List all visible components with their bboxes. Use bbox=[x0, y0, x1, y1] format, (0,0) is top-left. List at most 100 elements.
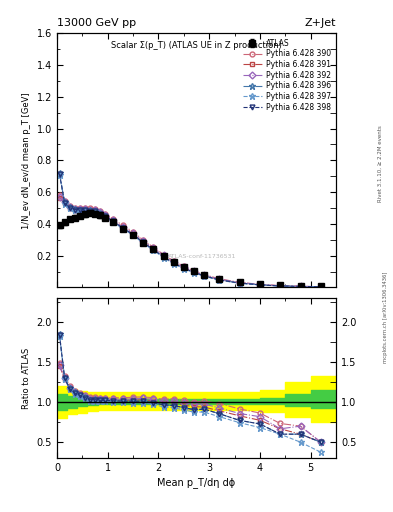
Pythia 6.428 390 bbox=[77, 205, 82, 211]
Pythia 6.428 396 bbox=[192, 269, 196, 275]
Pythia 6.428 397 bbox=[67, 205, 72, 211]
Pythia 6.428 398 bbox=[257, 282, 262, 288]
Pythia 6.428 397 bbox=[110, 219, 115, 225]
Pythia 6.428 397 bbox=[171, 261, 176, 267]
Pythia 6.428 396 bbox=[151, 246, 156, 252]
Pythia 6.428 392 bbox=[83, 206, 87, 212]
Text: mcplots.cern.ch [arXiv:1306.3436]: mcplots.cern.ch [arXiv:1306.3436] bbox=[384, 272, 388, 363]
Pythia 6.428 390 bbox=[202, 271, 206, 278]
Pythia 6.428 398 bbox=[298, 283, 303, 289]
Pythia 6.428 397 bbox=[318, 284, 323, 290]
Pythia 6.428 390 bbox=[103, 211, 108, 217]
Y-axis label: 1/N_ev dN_ev/d mean p_T [GeV]: 1/N_ev dN_ev/d mean p_T [GeV] bbox=[22, 92, 31, 229]
Pythia 6.428 391 bbox=[141, 239, 145, 245]
Text: Rivet 3.1.10, ≥ 2.2M events: Rivet 3.1.10, ≥ 2.2M events bbox=[378, 125, 383, 202]
Pythia 6.428 396 bbox=[98, 210, 103, 217]
Pythia 6.428 397 bbox=[72, 207, 77, 214]
Pythia 6.428 390 bbox=[67, 203, 72, 209]
Pythia 6.428 391 bbox=[192, 269, 196, 275]
Pythia 6.428 391 bbox=[131, 230, 136, 237]
Pythia 6.428 391 bbox=[151, 246, 156, 252]
Pythia 6.428 398 bbox=[161, 253, 166, 260]
Pythia 6.428 390 bbox=[182, 263, 186, 269]
Pythia 6.428 398 bbox=[278, 283, 283, 289]
Pythia 6.428 390 bbox=[83, 205, 87, 211]
Pythia 6.428 397 bbox=[217, 277, 222, 283]
Pythia 6.428 390 bbox=[121, 222, 125, 228]
Pythia 6.428 397 bbox=[57, 172, 62, 178]
Pythia 6.428 391 bbox=[93, 208, 97, 214]
Pythia 6.428 390 bbox=[141, 237, 145, 243]
X-axis label: Mean p_T/dη dϕ: Mean p_T/dη dϕ bbox=[157, 477, 236, 488]
Pythia 6.428 392 bbox=[161, 252, 166, 259]
Pythia 6.428 392 bbox=[88, 206, 92, 212]
Line: Pythia 6.428 391: Pythia 6.428 391 bbox=[57, 195, 323, 289]
Pythia 6.428 398 bbox=[217, 277, 222, 283]
Pythia 6.428 392 bbox=[237, 280, 242, 286]
Line: Pythia 6.428 396: Pythia 6.428 396 bbox=[56, 169, 324, 290]
Pythia 6.428 396 bbox=[202, 273, 206, 279]
Text: Scalar Σ(p_T) (ATLAS UE in Z production): Scalar Σ(p_T) (ATLAS UE in Z production) bbox=[111, 41, 282, 50]
Pythia 6.428 391 bbox=[83, 207, 87, 213]
Text: ATLAS-conf-11736531: ATLAS-conf-11736531 bbox=[168, 254, 236, 260]
Pythia 6.428 391 bbox=[298, 283, 303, 289]
Line: Pythia 6.428 397: Pythia 6.428 397 bbox=[56, 171, 324, 290]
Pythia 6.428 391 bbox=[62, 200, 67, 206]
Pythia 6.428 391 bbox=[88, 207, 92, 214]
Pythia 6.428 392 bbox=[278, 283, 283, 289]
Pythia 6.428 397 bbox=[182, 266, 186, 272]
Pythia 6.428 397 bbox=[257, 282, 262, 288]
Pythia 6.428 398 bbox=[192, 269, 196, 275]
Pythia 6.428 390 bbox=[98, 208, 103, 214]
Pythia 6.428 396 bbox=[103, 213, 108, 219]
Pythia 6.428 398 bbox=[237, 280, 242, 286]
Pythia 6.428 398 bbox=[98, 210, 103, 217]
Pythia 6.428 398 bbox=[93, 208, 97, 215]
Pythia 6.428 390 bbox=[171, 258, 176, 264]
Pythia 6.428 392 bbox=[141, 238, 145, 244]
Pythia 6.428 397 bbox=[77, 207, 82, 214]
Pythia 6.428 391 bbox=[237, 280, 242, 286]
Line: Pythia 6.428 398: Pythia 6.428 398 bbox=[57, 172, 323, 289]
Pythia 6.428 396 bbox=[67, 204, 72, 210]
Pythia 6.428 396 bbox=[121, 225, 125, 231]
Text: Z+Jet: Z+Jet bbox=[305, 18, 336, 28]
Pythia 6.428 392 bbox=[257, 282, 262, 288]
Line: Pythia 6.428 390: Pythia 6.428 390 bbox=[57, 193, 323, 289]
Pythia 6.428 397 bbox=[121, 226, 125, 232]
Pythia 6.428 396 bbox=[77, 206, 82, 212]
Legend: ATLAS, Pythia 6.428 390, Pythia 6.428 391, Pythia 6.428 392, Pythia 6.428 396, P: ATLAS, Pythia 6.428 390, Pythia 6.428 39… bbox=[241, 37, 332, 113]
Pythia 6.428 397 bbox=[98, 211, 103, 218]
Pythia 6.428 396 bbox=[237, 280, 242, 286]
Pythia 6.428 392 bbox=[217, 276, 222, 282]
Pythia 6.428 392 bbox=[192, 268, 196, 274]
Pythia 6.428 392 bbox=[57, 194, 62, 200]
Pythia 6.428 392 bbox=[131, 230, 136, 236]
Pythia 6.428 398 bbox=[182, 265, 186, 271]
Pythia 6.428 397 bbox=[103, 214, 108, 220]
Pythia 6.428 392 bbox=[98, 209, 103, 216]
Pythia 6.428 396 bbox=[131, 231, 136, 238]
Pythia 6.428 391 bbox=[171, 259, 176, 265]
Pythia 6.428 391 bbox=[77, 207, 82, 213]
Pythia 6.428 391 bbox=[202, 272, 206, 279]
Pythia 6.428 390 bbox=[72, 205, 77, 211]
Pythia 6.428 391 bbox=[67, 205, 72, 211]
Pythia 6.428 390 bbox=[88, 205, 92, 211]
Pythia 6.428 397 bbox=[161, 254, 166, 261]
Pythia 6.428 392 bbox=[151, 245, 156, 251]
Pythia 6.428 396 bbox=[217, 277, 222, 283]
Text: 13000 GeV pp: 13000 GeV pp bbox=[57, 18, 136, 28]
Pythia 6.428 396 bbox=[93, 208, 97, 214]
Pythia 6.428 392 bbox=[110, 217, 115, 223]
Pythia 6.428 391 bbox=[182, 265, 186, 271]
Pythia 6.428 396 bbox=[72, 206, 77, 212]
Pythia 6.428 392 bbox=[103, 212, 108, 218]
Pythia 6.428 396 bbox=[257, 282, 262, 288]
Pythia 6.428 392 bbox=[182, 264, 186, 270]
Pythia 6.428 396 bbox=[182, 265, 186, 271]
Pythia 6.428 390 bbox=[298, 283, 303, 289]
Pythia 6.428 396 bbox=[88, 207, 92, 214]
Y-axis label: Ratio to ATLAS: Ratio to ATLAS bbox=[22, 347, 31, 409]
Pythia 6.428 392 bbox=[318, 284, 323, 290]
